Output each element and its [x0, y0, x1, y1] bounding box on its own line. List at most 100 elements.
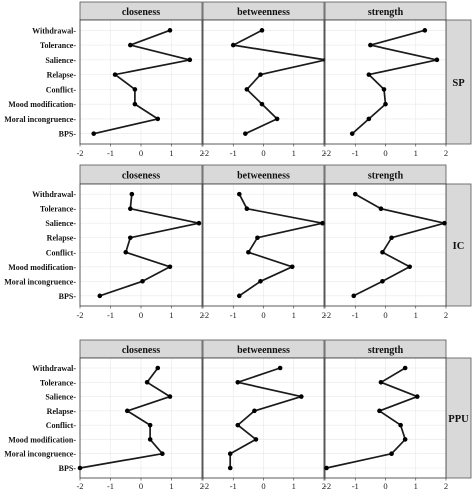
tick-label: -1	[352, 310, 359, 320]
data-point	[299, 394, 304, 399]
data-point	[167, 264, 173, 270]
tick-label: -2	[324, 148, 331, 158]
data-point	[366, 116, 372, 122]
facet-panel: strength -2 -1 0 1 2	[324, 339, 448, 489]
tick-label: 0	[139, 481, 143, 489]
data-point	[187, 57, 193, 63]
data-point	[123, 249, 129, 255]
data-point	[352, 191, 358, 197]
data-point	[320, 220, 325, 226]
group-label: IC	[453, 241, 465, 252]
series-line	[93, 29, 191, 135]
tick-label: 2	[444, 310, 448, 320]
data-point	[124, 408, 130, 414]
facet-panel: betweenness -2 -1 0 1 2	[202, 339, 326, 489]
facet-panel: strength -2 -1 0 1 2	[324, 164, 448, 320]
variable-label: Mood modification-	[8, 263, 76, 272]
variable-label: Withdrawal-	[32, 26, 76, 35]
data-point	[147, 437, 153, 442]
measure-label: betweenness	[237, 345, 290, 356]
tick-label: 0	[261, 481, 265, 489]
variable-label: Tolerance-	[40, 41, 76, 50]
tick-label: -2	[202, 310, 209, 320]
data-point	[128, 42, 133, 48]
data-point	[368, 42, 373, 48]
tick-label: -1	[107, 310, 114, 320]
tick-label: 1	[414, 481, 418, 489]
measure-label: strength	[368, 171, 404, 182]
data-point	[252, 408, 257, 414]
tick-label: -1	[107, 481, 114, 489]
data-point	[289, 264, 295, 270]
data-point	[196, 220, 202, 226]
measure-label: betweenness	[237, 171, 290, 182]
data-point	[227, 451, 233, 457]
measure-label: strength	[368, 7, 404, 18]
data-point	[389, 451, 394, 457]
data-point	[259, 28, 265, 33]
facet-panel: betweenness -2 -1 0 1 2	[202, 1, 328, 158]
data-point	[380, 249, 385, 255]
variable-label: Mood modification-	[8, 435, 76, 444]
variable-label: Relapse-	[47, 407, 77, 416]
tick-label: 0	[383, 481, 387, 489]
facet-panel: betweenness -2 -1 0 1 2	[202, 164, 326, 320]
variable-label: BPS-	[59, 464, 77, 473]
facet-panel: closeness -2 -1 0 1 2	[76, 339, 204, 489]
data-point	[128, 206, 133, 211]
tick-label: 0	[383, 148, 387, 158]
data-point	[244, 206, 250, 211]
series-line	[79, 367, 171, 469]
series-line	[99, 194, 200, 297]
data-point	[380, 279, 385, 284]
tick-label: -2	[76, 310, 83, 320]
data-point	[244, 87, 250, 92]
data-point	[235, 379, 241, 385]
series-line	[326, 367, 419, 469]
data-point	[243, 131, 248, 136]
tick-label: 2	[200, 148, 204, 158]
tick-label: 2	[200, 481, 204, 489]
data-point	[366, 72, 372, 77]
series-line	[229, 367, 303, 468]
data-point	[407, 264, 413, 270]
tick-label: 1	[169, 481, 173, 489]
group-label: SP	[452, 78, 465, 89]
tick-label: -2	[76, 481, 83, 489]
data-point	[349, 131, 355, 136]
data-point	[351, 293, 357, 299]
data-point	[144, 379, 150, 385]
data-point	[255, 235, 260, 241]
data-point	[132, 87, 138, 92]
tick-label: -2	[324, 310, 331, 320]
data-point	[129, 191, 135, 197]
data-point	[422, 28, 428, 33]
variable-label: Salience-	[45, 393, 76, 402]
series-line	[238, 193, 324, 297]
tick-label: 2	[200, 310, 204, 320]
data-point	[230, 42, 236, 48]
tick-label: 1	[414, 310, 418, 320]
facet-panel: closeness -2 -1 0 1 2	[76, 164, 204, 320]
variable-label: Tolerance-	[40, 205, 76, 214]
data-point	[258, 72, 263, 77]
variable-label: Withdrawal-	[32, 190, 76, 199]
data-point	[246, 249, 251, 255]
variable-label: Conflict-	[46, 421, 77, 430]
data-point	[259, 101, 265, 107]
tick-label: 1	[169, 148, 173, 158]
data-point	[160, 451, 165, 457]
data-point	[398, 422, 403, 428]
data-point	[112, 72, 118, 77]
measure-label: closeness	[122, 345, 160, 356]
measure-label: strength	[368, 345, 404, 356]
variable-label: Salience-	[45, 219, 76, 228]
tick-label: -2	[202, 481, 209, 489]
tick-label: 2	[444, 481, 448, 489]
variable-label: Relapse-	[47, 71, 77, 80]
data-point	[277, 365, 283, 371]
data-point	[237, 191, 242, 197]
tick-label: 2	[322, 310, 326, 320]
tick-label: -1	[352, 148, 359, 158]
series-line	[353, 193, 446, 297]
